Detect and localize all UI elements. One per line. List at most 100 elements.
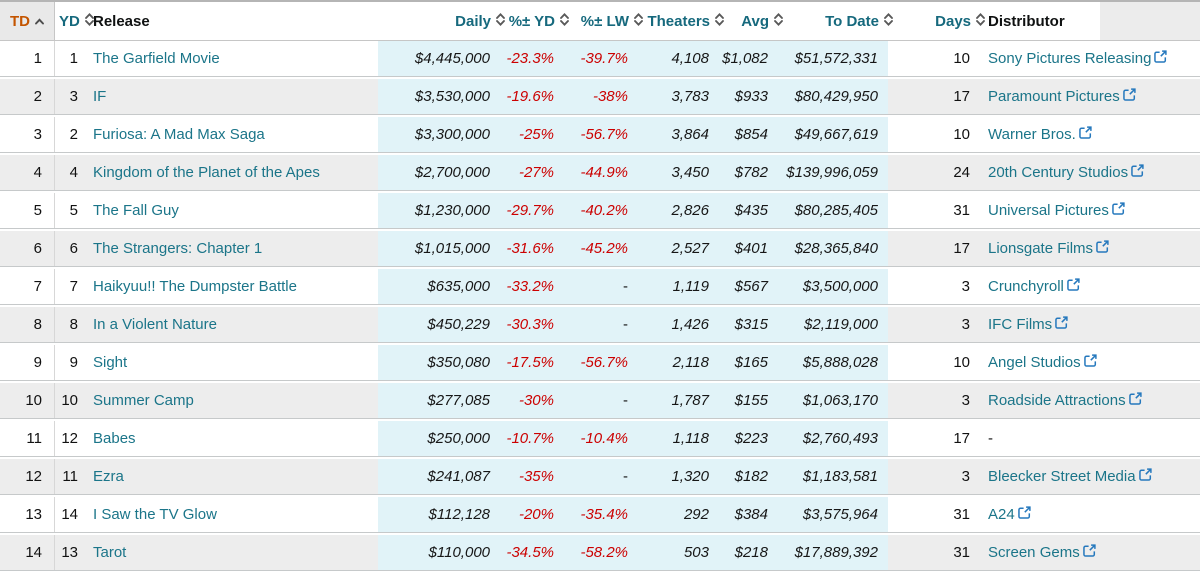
sort-both-icon: [773, 12, 784, 31]
column-header-theaters[interactable]: Theaters: [636, 2, 724, 40]
theaters-cell: 1,426: [636, 307, 713, 342]
release-cell: Kingdom of the Planet of the Apes: [85, 155, 378, 190]
distributor-link[interactable]: Universal Pictures: [988, 202, 1109, 219]
gross-to-date-cell: $49,667,619: [771, 117, 888, 152]
distributor-cell: Paramount Pictures: [978, 79, 1200, 114]
external-link-icon[interactable]: [1083, 354, 1097, 371]
column-header-days[interactable]: Days: [888, 2, 985, 40]
external-link-icon[interactable]: [1154, 50, 1168, 67]
avg-per-theater-cell: $401: [713, 231, 771, 266]
td-rank-cell: 9: [0, 345, 55, 380]
td-rank-cell: 11: [0, 421, 55, 456]
td-rank-cell: 1: [0, 41, 55, 76]
release-link[interactable]: The Garfield Movie: [93, 50, 220, 67]
td-rank-cell: 3: [0, 117, 55, 152]
distributor-cell: Lionsgate Films: [978, 231, 1200, 266]
yd-rank-cell: 13: [55, 535, 85, 570]
theaters-cell: 1,320: [636, 459, 713, 494]
days-in-release-cell: 31: [888, 535, 978, 570]
column-header-td[interactable]: TD: [0, 2, 55, 40]
external-link-icon[interactable]: [1096, 240, 1109, 257]
pct-change-lw-cell: -: [558, 459, 636, 494]
yd-rank-cell: 1: [55, 41, 85, 76]
external-link-icon[interactable]: [1082, 544, 1096, 561]
release-link[interactable]: Ezra: [93, 468, 124, 485]
distributor-link[interactable]: Paramount Pictures: [988, 88, 1120, 105]
column-header-to-date[interactable]: To Date: [771, 2, 893, 40]
external-link-icon[interactable]: [1017, 506, 1031, 523]
release-link[interactable]: Sight: [93, 354, 128, 371]
external-link-icon[interactable]: [1138, 468, 1152, 485]
gross-to-date-cell: $1,183,581: [771, 459, 888, 494]
column-header-to-date-label: To Date: [825, 12, 879, 30]
distributor-link[interactable]: 20th Century Studios: [988, 164, 1129, 181]
external-link-icon[interactable]: [1122, 88, 1136, 105]
external-link-icon[interactable]: [1112, 202, 1125, 219]
table-row: 7 7 Haikyuu!! The Dumpster Battle $635,0…: [0, 269, 1200, 305]
column-header-pct-yd[interactable]: %± YD: [496, 2, 569, 40]
distributor-link[interactable]: Screen Gems: [988, 544, 1080, 561]
release-link[interactable]: Furiosa: A Mad Max Saga: [93, 126, 265, 143]
distributor-cell: Warner Bros.: [978, 117, 1200, 152]
avg-per-theater-cell: $315: [713, 307, 771, 342]
pct-change-lw-cell: -35.4%: [558, 497, 636, 532]
distributor-link[interactable]: Sony Pictures Releasing: [988, 50, 1152, 67]
daily-gross-cell: $350,080: [378, 345, 496, 380]
release-link[interactable]: Kingdom of the Planet of the Apes: [93, 164, 320, 181]
td-rank-cell: 10: [0, 383, 55, 418]
distributor-link[interactable]: A24: [988, 506, 1015, 523]
release-link[interactable]: I Saw the TV Glow: [93, 506, 217, 523]
theaters-cell: 2,826: [636, 193, 713, 228]
sort-both-icon: [883, 12, 894, 31]
external-link-icon[interactable]: [1067, 278, 1080, 295]
daily-gross-cell: $635,000: [378, 269, 496, 304]
avg-per-theater-cell: $1,082: [713, 41, 771, 76]
column-header-avg[interactable]: Avg: [713, 2, 783, 40]
distributor-link[interactable]: Angel Studios: [988, 354, 1081, 371]
yd-rank-cell: 9: [55, 345, 85, 380]
td-rank-cell: 12: [0, 459, 55, 494]
distributor-link[interactable]: Lionsgate Films: [988, 240, 1094, 257]
external-link-icon[interactable]: [1131, 164, 1144, 181]
column-header-avg-label: Avg: [741, 12, 769, 30]
distributor-link[interactable]: Bleecker Street Media: [988, 468, 1136, 485]
external-link-icon[interactable]: [1055, 316, 1068, 333]
td-rank-cell: 13: [0, 497, 55, 532]
distributor-link[interactable]: Warner Bros.: [988, 126, 1076, 143]
external-link-icon[interactable]: [1078, 126, 1092, 143]
avg-per-theater-cell: $567: [713, 269, 771, 304]
daily-gross-cell: $2,700,000: [378, 155, 496, 190]
release-link[interactable]: The Fall Guy: [93, 202, 179, 219]
days-in-release-cell: 3: [888, 383, 978, 418]
column-header-yd[interactable]: YD: [55, 2, 94, 40]
distributor-link[interactable]: Roadside Attractions: [988, 392, 1126, 409]
gross-to-date-cell: $80,285,405: [771, 193, 888, 228]
column-header-release-label: Release: [93, 12, 150, 30]
pct-change-lw-cell: -: [558, 269, 636, 304]
avg-per-theater-cell: $384: [713, 497, 771, 532]
release-link[interactable]: Babes: [93, 430, 136, 447]
gross-to-date-cell: $2,119,000: [771, 307, 888, 342]
table-header-row: TD YD Release Daily %± YD %±: [0, 0, 1200, 41]
release-link[interactable]: In a Violent Nature: [93, 316, 217, 333]
theaters-cell: 1,787: [636, 383, 713, 418]
column-header-daily[interactable]: Daily: [378, 2, 505, 40]
td-rank-cell: 4: [0, 155, 55, 190]
distributor-cell: Bleecker Street Media: [978, 459, 1200, 494]
theaters-cell: 1,119: [636, 269, 713, 304]
release-link[interactable]: IF: [93, 88, 107, 105]
external-link-icon[interactable]: [1128, 392, 1142, 409]
avg-per-theater-cell: $165: [713, 345, 771, 380]
release-link[interactable]: The Strangers: Chapter 1: [93, 240, 263, 257]
distributor-link[interactable]: IFC Films: [988, 316, 1053, 333]
column-header-pct-lw[interactable]: %± LW: [558, 2, 643, 40]
release-link[interactable]: Tarot: [93, 544, 127, 561]
gross-to-date-cell: $139,996,059: [771, 155, 888, 190]
release-link[interactable]: Summer Camp: [93, 392, 194, 409]
gross-to-date-cell: $2,760,493: [771, 421, 888, 456]
table-row: 4 4 Kingdom of the Planet of the Apes $2…: [0, 155, 1200, 191]
release-link[interactable]: Haikyuu!! The Dumpster Battle: [93, 278, 297, 295]
table-row: 10 10 Summer Camp $277,085 -30% - 1,787 …: [0, 383, 1200, 419]
distributor-link[interactable]: Crunchyroll: [988, 278, 1064, 295]
sort-both-icon: [714, 12, 725, 31]
